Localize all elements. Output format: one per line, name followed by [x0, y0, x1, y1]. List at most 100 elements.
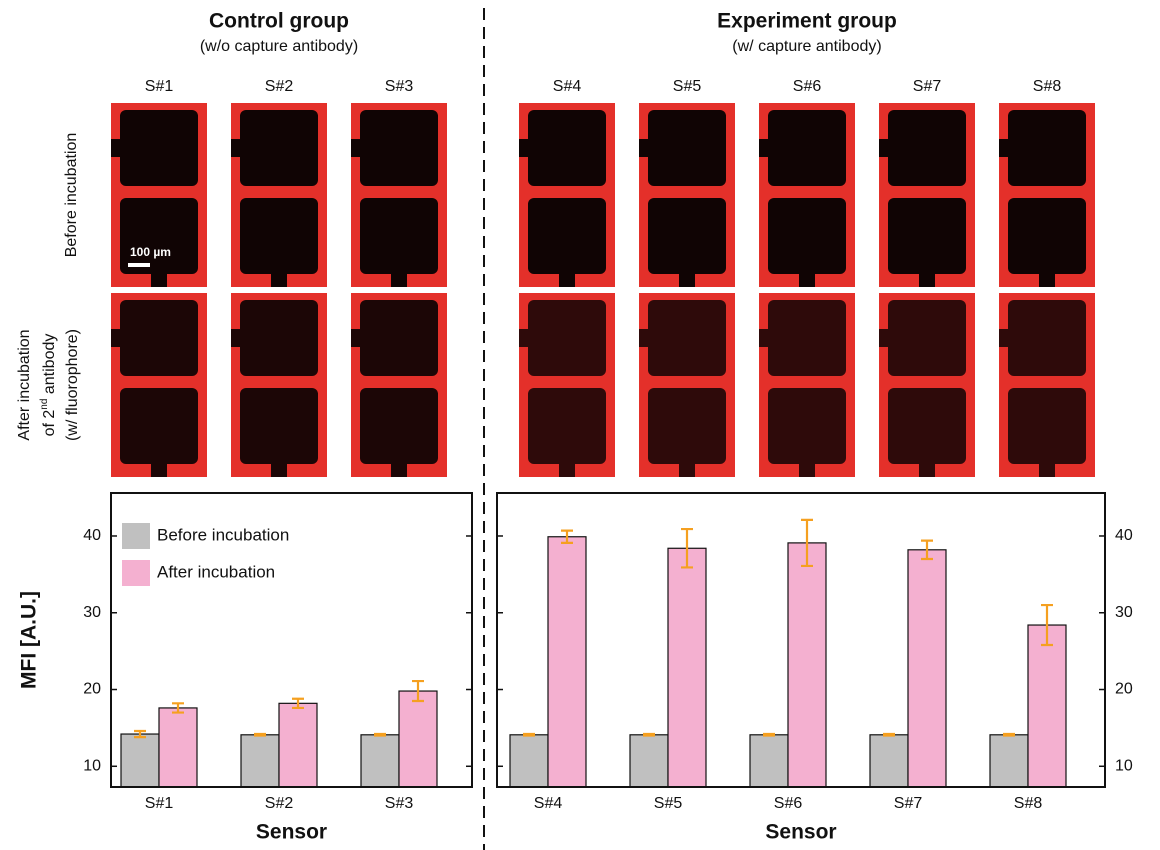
bar	[399, 691, 437, 787]
micrograph-well	[360, 110, 438, 186]
row-label-part: of 2	[41, 410, 58, 437]
y-tick-label: 40	[1115, 527, 1133, 544]
micrograph-well	[120, 198, 198, 274]
micrograph-notch	[799, 458, 815, 477]
x-tick-label: S#2	[265, 795, 294, 812]
micrograph-notch	[231, 329, 241, 347]
micrograph-notch	[639, 329, 649, 347]
x-axis-label: Sensor	[765, 821, 836, 844]
micrograph-well	[888, 300, 966, 376]
error-bar	[883, 734, 895, 736]
micrograph-well	[240, 300, 318, 376]
micrograph-notch	[879, 139, 889, 157]
y-tick-label: 20	[83, 681, 101, 698]
bar	[908, 550, 946, 787]
x-tick-label: S#3	[385, 795, 414, 812]
sensor-label: S#5	[673, 78, 702, 95]
micrograph-well	[240, 198, 318, 274]
row-label-part: antibody	[41, 334, 58, 399]
micrograph-well	[360, 388, 438, 464]
sensor-label: S#7	[913, 78, 942, 95]
micrograph-well	[528, 110, 606, 186]
y-tick-label: 10	[1115, 757, 1133, 774]
micrograph-notch	[999, 139, 1009, 157]
x-tick-label: S#5	[654, 795, 683, 812]
sensor-label: S#1	[145, 78, 174, 95]
micrograph-notch	[639, 139, 649, 157]
bar	[668, 548, 706, 787]
bar	[630, 735, 668, 787]
group-title: Control group	[209, 10, 349, 33]
micrograph-well	[1008, 300, 1086, 376]
bar	[990, 735, 1028, 787]
micrograph-notch	[231, 139, 241, 157]
group-subtitle: (w/o capture antibody)	[200, 38, 358, 55]
micrograph-well	[120, 388, 198, 464]
micrograph-well	[648, 110, 726, 186]
micrograph-notch	[271, 458, 287, 477]
sensor-label: S#8	[1033, 78, 1062, 95]
row-label: After incubation	[16, 329, 33, 440]
micrograph-notch	[559, 268, 575, 287]
error-bar	[763, 734, 775, 736]
row-label: (w/ fluorophore)	[64, 329, 81, 441]
micrograph-notch	[919, 268, 935, 287]
row-label: Before incubation	[63, 133, 80, 258]
micrograph-notch	[111, 139, 121, 157]
micrograph-well	[360, 300, 438, 376]
row-label: of 2nd antibody	[39, 334, 59, 437]
micrograph-notch	[679, 458, 695, 477]
bar	[279, 703, 317, 787]
micrograph-notch	[391, 458, 407, 477]
figure: Before incubation After incubation of 2n…	[0, 0, 1160, 850]
legend-label: After incubation	[157, 562, 275, 581]
y-tick-label: 30	[1115, 604, 1133, 621]
error-bar	[643, 734, 655, 736]
micrograph-well	[768, 110, 846, 186]
micrograph-notch	[879, 329, 889, 347]
bar	[159, 708, 197, 787]
micrograph-well	[1008, 198, 1086, 274]
micrograph-notch	[1039, 268, 1055, 287]
micrograph-well	[888, 198, 966, 274]
micrograph-notch	[999, 329, 1009, 347]
x-tick-label: S#6	[774, 795, 803, 812]
micrograph-notch	[519, 329, 529, 347]
micrograph-well	[240, 388, 318, 464]
x-tick-label: S#1	[145, 795, 174, 812]
micrograph-notch	[679, 268, 695, 287]
x-tick-label: S#7	[894, 795, 923, 812]
bar	[361, 735, 399, 787]
micrograph-well	[120, 300, 198, 376]
micrograph-notch	[919, 458, 935, 477]
error-bar	[1003, 734, 1015, 736]
bar	[870, 735, 908, 787]
sensor-label: S#6	[793, 78, 822, 95]
micrograph-well	[1008, 110, 1086, 186]
micrograph-well	[888, 388, 966, 464]
micrograph-well	[360, 198, 438, 274]
sensor-label: S#4	[553, 78, 582, 95]
bar	[548, 537, 586, 787]
micrograph-well	[888, 110, 966, 186]
error-bar	[523, 734, 535, 736]
bar	[241, 735, 279, 787]
micrograph-well	[768, 300, 846, 376]
x-tick-label: S#8	[1014, 795, 1043, 812]
micrograph-well	[528, 198, 606, 274]
bar	[750, 735, 788, 787]
bar	[1028, 625, 1066, 787]
micrograph-notch	[151, 268, 167, 287]
micrograph-notch	[151, 458, 167, 477]
bar	[510, 735, 548, 787]
y-tick-label: 20	[1115, 681, 1133, 698]
micrograph-notch	[271, 268, 287, 287]
x-tick-label: S#4	[534, 795, 563, 812]
legend-swatch	[122, 523, 150, 549]
micrograph-notch	[351, 139, 361, 157]
micrograph-well	[120, 110, 198, 186]
sensor-label: S#2	[265, 78, 294, 95]
group-title: Experiment group	[717, 10, 897, 33]
micrograph-well	[528, 388, 606, 464]
micrograph-notch	[799, 268, 815, 287]
